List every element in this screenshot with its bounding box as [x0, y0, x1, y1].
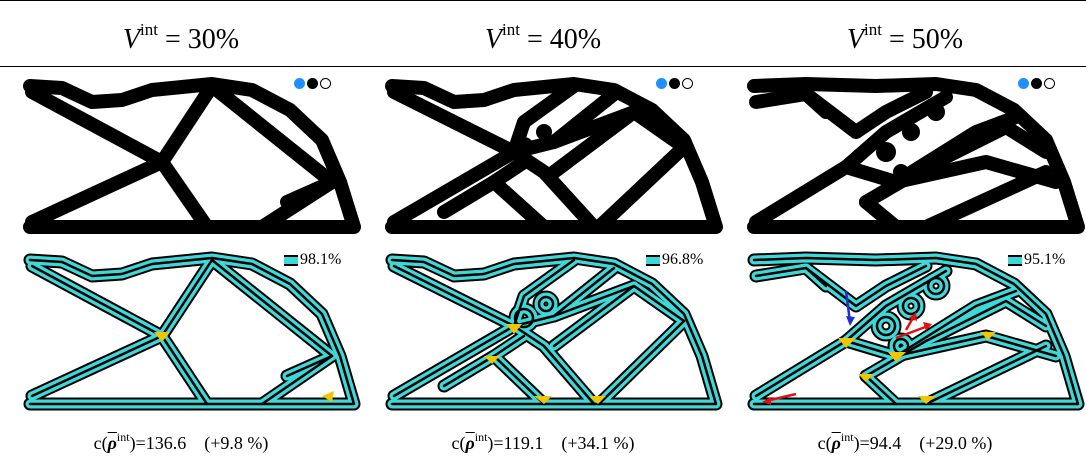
- red-arrow-icon: [895, 324, 929, 340]
- coated-design-30: [22, 246, 364, 416]
- black-dot-icon: [669, 78, 680, 89]
- blue-dot-icon: [1018, 78, 1029, 89]
- black-dot-icon: [1031, 78, 1042, 89]
- coating-swatch-icon: [1008, 254, 1022, 266]
- coating-swatch-icon: [284, 254, 298, 266]
- coating-legend-1: 98.1%: [284, 251, 341, 269]
- coating-percent-3: 95.1%: [1024, 251, 1066, 268]
- material-dots-3: [1018, 78, 1055, 89]
- material-dots-1: [294, 78, 331, 89]
- coating-percent-2: 96.8%: [662, 251, 704, 268]
- white-dot-icon: [682, 78, 693, 89]
- blue-dot-icon: [294, 78, 305, 89]
- coating-legend-3: 95.1%: [1008, 251, 1065, 269]
- compliance-caption-2: c(ρint)=119.1 (+34.1 %): [451, 430, 635, 453]
- coated-design-40: [384, 246, 726, 416]
- white-dot-icon: [320, 78, 331, 89]
- compliance-caption-1: c(ρint)=136.6 (+9.8 %): [93, 430, 269, 453]
- header-col-3: Vint = 50%: [846, 20, 964, 55]
- coating-legend-2: 96.8%: [646, 251, 703, 269]
- density-design-30: [22, 72, 364, 242]
- black-dot-icon: [307, 78, 318, 89]
- header-col-1: Vint = 30%: [122, 20, 240, 55]
- density-design-40: [384, 72, 726, 242]
- compliance-caption-3: c(ρint)=94.4 (+29.0 %): [817, 430, 993, 453]
- density-design-50: [746, 72, 1086, 242]
- coating-percent-1: 98.1%: [300, 251, 342, 268]
- header-col-2: Vint = 40%: [484, 20, 602, 55]
- white-dot-icon: [1044, 78, 1055, 89]
- coating-swatch-icon: [646, 254, 660, 266]
- coated-design-50: [746, 246, 1086, 416]
- blue-dot-icon: [656, 78, 667, 89]
- top-rule: [0, 0, 1086, 2]
- material-dots-2: [656, 78, 693, 89]
- header-rule: [0, 66, 1086, 68]
